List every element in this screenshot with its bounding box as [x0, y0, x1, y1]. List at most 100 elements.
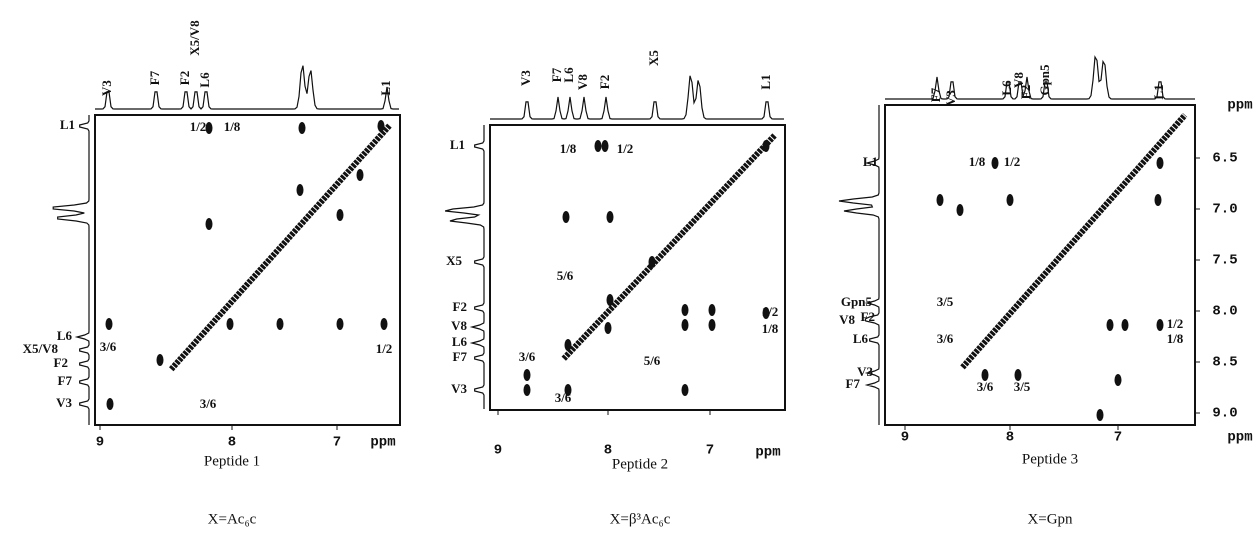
x-tick-label: 9 [494, 443, 502, 459]
cross-label: 1/8 [560, 141, 577, 156]
cross-peak [1006, 194, 1014, 206]
y-tick-label: 7.0 [1212, 202, 1237, 218]
top-label: L1 [1151, 84, 1166, 99]
top-label: F7 [549, 67, 564, 82]
y-tick-label: 8.5 [1212, 355, 1237, 371]
projection-left [838, 105, 880, 425]
cross-peak [606, 294, 614, 306]
cross-peak [106, 398, 114, 410]
top-label: F2 [597, 75, 612, 89]
left-label: F2 [861, 309, 875, 324]
cross-label: 1/2 [190, 119, 207, 134]
left-label: V3 [56, 395, 72, 410]
left-label: V3 [451, 381, 467, 396]
top-label: L6 [999, 80, 1014, 96]
cross-label: 1/8 [762, 321, 779, 336]
cross-peak [564, 384, 572, 396]
axis-unit: ppm [755, 445, 780, 461]
x-tick-label: 7 [1114, 430, 1122, 446]
cross-peak [762, 307, 770, 319]
left-label: L1 [450, 137, 465, 152]
left-label: F2 [453, 299, 467, 314]
projection-top [490, 75, 784, 120]
y-tick-label: 6.5 [1212, 151, 1237, 167]
top-label: L1 [758, 74, 773, 89]
cross-peak [562, 211, 570, 223]
x-tick-label: 9 [901, 430, 909, 446]
left-label: L6 [57, 328, 73, 343]
top-label: X5 [646, 50, 661, 66]
cross-peak [681, 304, 689, 316]
cross-peak [205, 218, 213, 230]
spectrum-frame [94, 114, 401, 426]
left-label: L6 [853, 331, 869, 346]
cross-label: 3/6 [200, 396, 217, 411]
cross-peak [708, 319, 716, 331]
cross-label: 5/6 [557, 268, 574, 283]
left-label: L1 [863, 154, 878, 169]
left-label: Gpn5 [841, 294, 873, 309]
cross-peak [298, 122, 306, 134]
axis-unit: ppm [1227, 430, 1252, 446]
cross-peak [1121, 319, 1129, 331]
caption: Peptide 1 [204, 453, 260, 469]
caption: Peptide 3 [1022, 451, 1078, 467]
y-tick-label: 8.0 [1212, 304, 1237, 320]
diagonal [561, 132, 778, 361]
cross-peak [156, 354, 164, 366]
left-label: X5/V8 [23, 341, 59, 356]
cross-peak [105, 318, 113, 330]
cross-peak [708, 304, 716, 316]
cross-peak [648, 256, 656, 268]
projection-left [52, 115, 90, 425]
cross-peak [1154, 194, 1162, 206]
cross-peak [564, 339, 572, 351]
cross-peak [336, 318, 344, 330]
cross-peak [981, 369, 989, 381]
cross-peak [1156, 319, 1164, 331]
cross-peak [681, 319, 689, 331]
cross-peak [936, 194, 944, 206]
cross-peak [336, 209, 344, 221]
cross-peak [956, 204, 964, 216]
cross-label: 3/6 [977, 379, 994, 394]
left-label: F2 [54, 355, 68, 370]
cross-peak [1014, 369, 1022, 381]
x-tick-label: 8 [604, 443, 612, 459]
cross-peak [1106, 319, 1114, 331]
cross-peak [762, 140, 770, 152]
top-label: F2 [177, 71, 192, 85]
top-label: L6 [561, 67, 576, 83]
cross-peak [296, 184, 304, 196]
cross-peak [523, 384, 531, 396]
cross-label: 1/2 [1004, 154, 1021, 169]
top-label: L6 [197, 72, 212, 88]
diagonal [960, 113, 1188, 370]
cross-label: 3/6 [100, 339, 117, 354]
subcaption: X=Gpn [1027, 511, 1073, 527]
left-label: F7 [846, 376, 861, 391]
cross-peak [604, 322, 612, 334]
cross-peak [1096, 409, 1104, 421]
left-label: V8 [451, 318, 467, 333]
cross-peak [380, 318, 388, 330]
cross-label: 1/8 [1167, 331, 1184, 346]
cross-peak [276, 318, 284, 330]
left-label: L1 [60, 117, 75, 132]
top-label: V3 [943, 90, 958, 106]
cross-peak [991, 157, 999, 169]
spectrum-frame [489, 124, 786, 411]
cross-peak [356, 169, 364, 181]
cross-label: 1/2 [376, 341, 393, 356]
projection-top [885, 55, 1195, 100]
cross-label: 3/5 [1014, 379, 1031, 394]
y-tick-label: 9.0 [1212, 406, 1237, 422]
cross-label: 3/6 [519, 349, 536, 364]
left-label: F7 [58, 373, 73, 388]
cross-label: 1/2 [1167, 316, 1184, 331]
left-label: F7 [453, 349, 468, 364]
cross-peak [205, 122, 213, 134]
x-tick-label: 8 [228, 435, 236, 451]
cross-peak [523, 369, 531, 381]
y-tick-label: 7.5 [1212, 253, 1237, 269]
